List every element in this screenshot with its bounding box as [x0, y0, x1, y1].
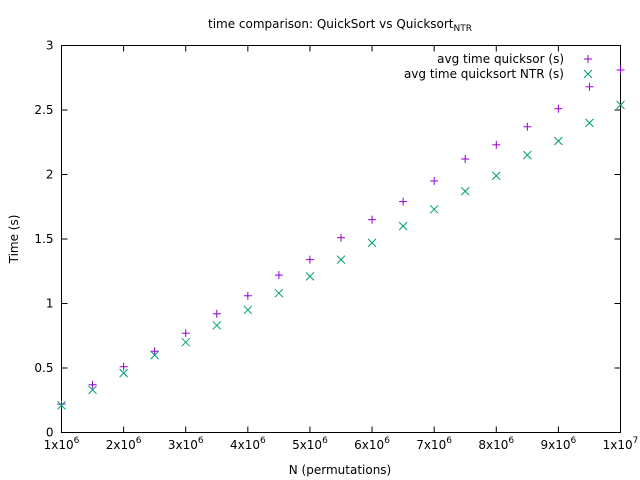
quicksort-point — [57, 400, 66, 409]
chart-title: time comparison: QuickSort vs QuicksortN… — [208, 17, 472, 34]
quicksort-point — [212, 309, 221, 318]
x-tick-label: 5x106 — [292, 436, 328, 452]
x-axis: 1x106 2x106 3x106 4x106 5x106 6x106 7x106 8x106… — [44, 45, 639, 452]
x-tick-label: 6x106 — [354, 436, 390, 452]
x-tick-label: 8x106 — [478, 436, 514, 452]
quicksort-ntr-point — [336, 255, 346, 264]
x-axis-title: N (permutations) — [289, 463, 391, 477]
y-tick-label: 2 — [46, 168, 54, 182]
legend-label: avg time quicksor (s) — [437, 52, 564, 66]
quicksort-ntr-point — [181, 337, 191, 347]
quicksort-ntr-point — [491, 171, 501, 181]
y-tick-label: 1.5 — [34, 232, 53, 246]
quicksort-point — [430, 176, 439, 185]
quicksort-ntr-point — [274, 288, 284, 298]
legend-label: avg time quicksort NTR (s) — [404, 67, 564, 81]
quicksort-point — [523, 122, 532, 131]
quicksort-ntr-point — [398, 221, 408, 231]
quicksort-point — [243, 291, 252, 300]
quicksort-ntr-point — [616, 100, 625, 110]
quicksort-ntr-point — [57, 401, 66, 410]
quicksort-ntr-point — [554, 136, 563, 146]
y-tick-label: 0 — [46, 426, 54, 440]
x-tick-label: 2x106 — [106, 436, 142, 452]
y-tick-label: 3 — [46, 39, 54, 53]
quicksort-point — [274, 271, 283, 280]
quicksort-point — [616, 66, 625, 75]
y-tick-label: 1 — [46, 297, 54, 311]
quicksort-ntr-point — [585, 118, 594, 128]
y-tick-label: 0.5 — [34, 361, 53, 375]
legend-marker — [583, 69, 593, 79]
x-tick-label: 9x106 — [541, 436, 577, 452]
legend: avg time quicksor (s)avg time quicksort … — [404, 52, 593, 81]
quicksort-ntr-point — [150, 350, 160, 360]
chart-title-subscript: NTR — [454, 24, 472, 34]
data-points — [57, 66, 625, 410]
quicksort-point — [399, 197, 408, 206]
legend-marker — [584, 55, 592, 63]
y-axis-title: Time (s) — [7, 215, 21, 265]
quicksort-ntr-point — [522, 150, 532, 160]
y-tick-label: 2.5 — [34, 103, 53, 117]
quicksort-ntr-point — [243, 305, 253, 315]
quicksort-ntr-point — [305, 272, 315, 281]
quicksort-point — [585, 82, 594, 91]
quicksort-point — [368, 215, 377, 224]
quicksort-ntr-point — [367, 238, 377, 248]
quicksort-point — [88, 380, 97, 389]
quicksort-point — [554, 104, 563, 113]
quicksort-point — [181, 329, 190, 338]
x-tick-label: 3x106 — [168, 436, 204, 452]
quicksort-ntr-point — [212, 321, 222, 330]
quicksort-point — [461, 155, 470, 164]
quicksort-point — [119, 362, 128, 371]
y-axis: 0 0.5 1 1.5 2 2.5 3 — [34, 39, 621, 440]
quicksort-ntr-point — [429, 204, 439, 214]
quicksort-point — [305, 255, 314, 264]
quicksort-point — [492, 140, 501, 149]
quicksort-ntr-point — [460, 186, 470, 196]
quicksort-point — [337, 233, 345, 242]
quicksort-point — [150, 347, 159, 356]
x-tick-label: 7x106 — [416, 436, 452, 452]
quicksort-ntr-point — [88, 385, 97, 395]
x-tick-label: 1x106 — [44, 436, 80, 452]
quicksort-ntr-point — [119, 368, 128, 378]
chart-title-main: time comparison: QuickSort vs Quicksort — [208, 17, 454, 31]
x-tick-label: 4x106 — [230, 436, 266, 452]
x-tick-label: 1x107 — [603, 436, 639, 452]
